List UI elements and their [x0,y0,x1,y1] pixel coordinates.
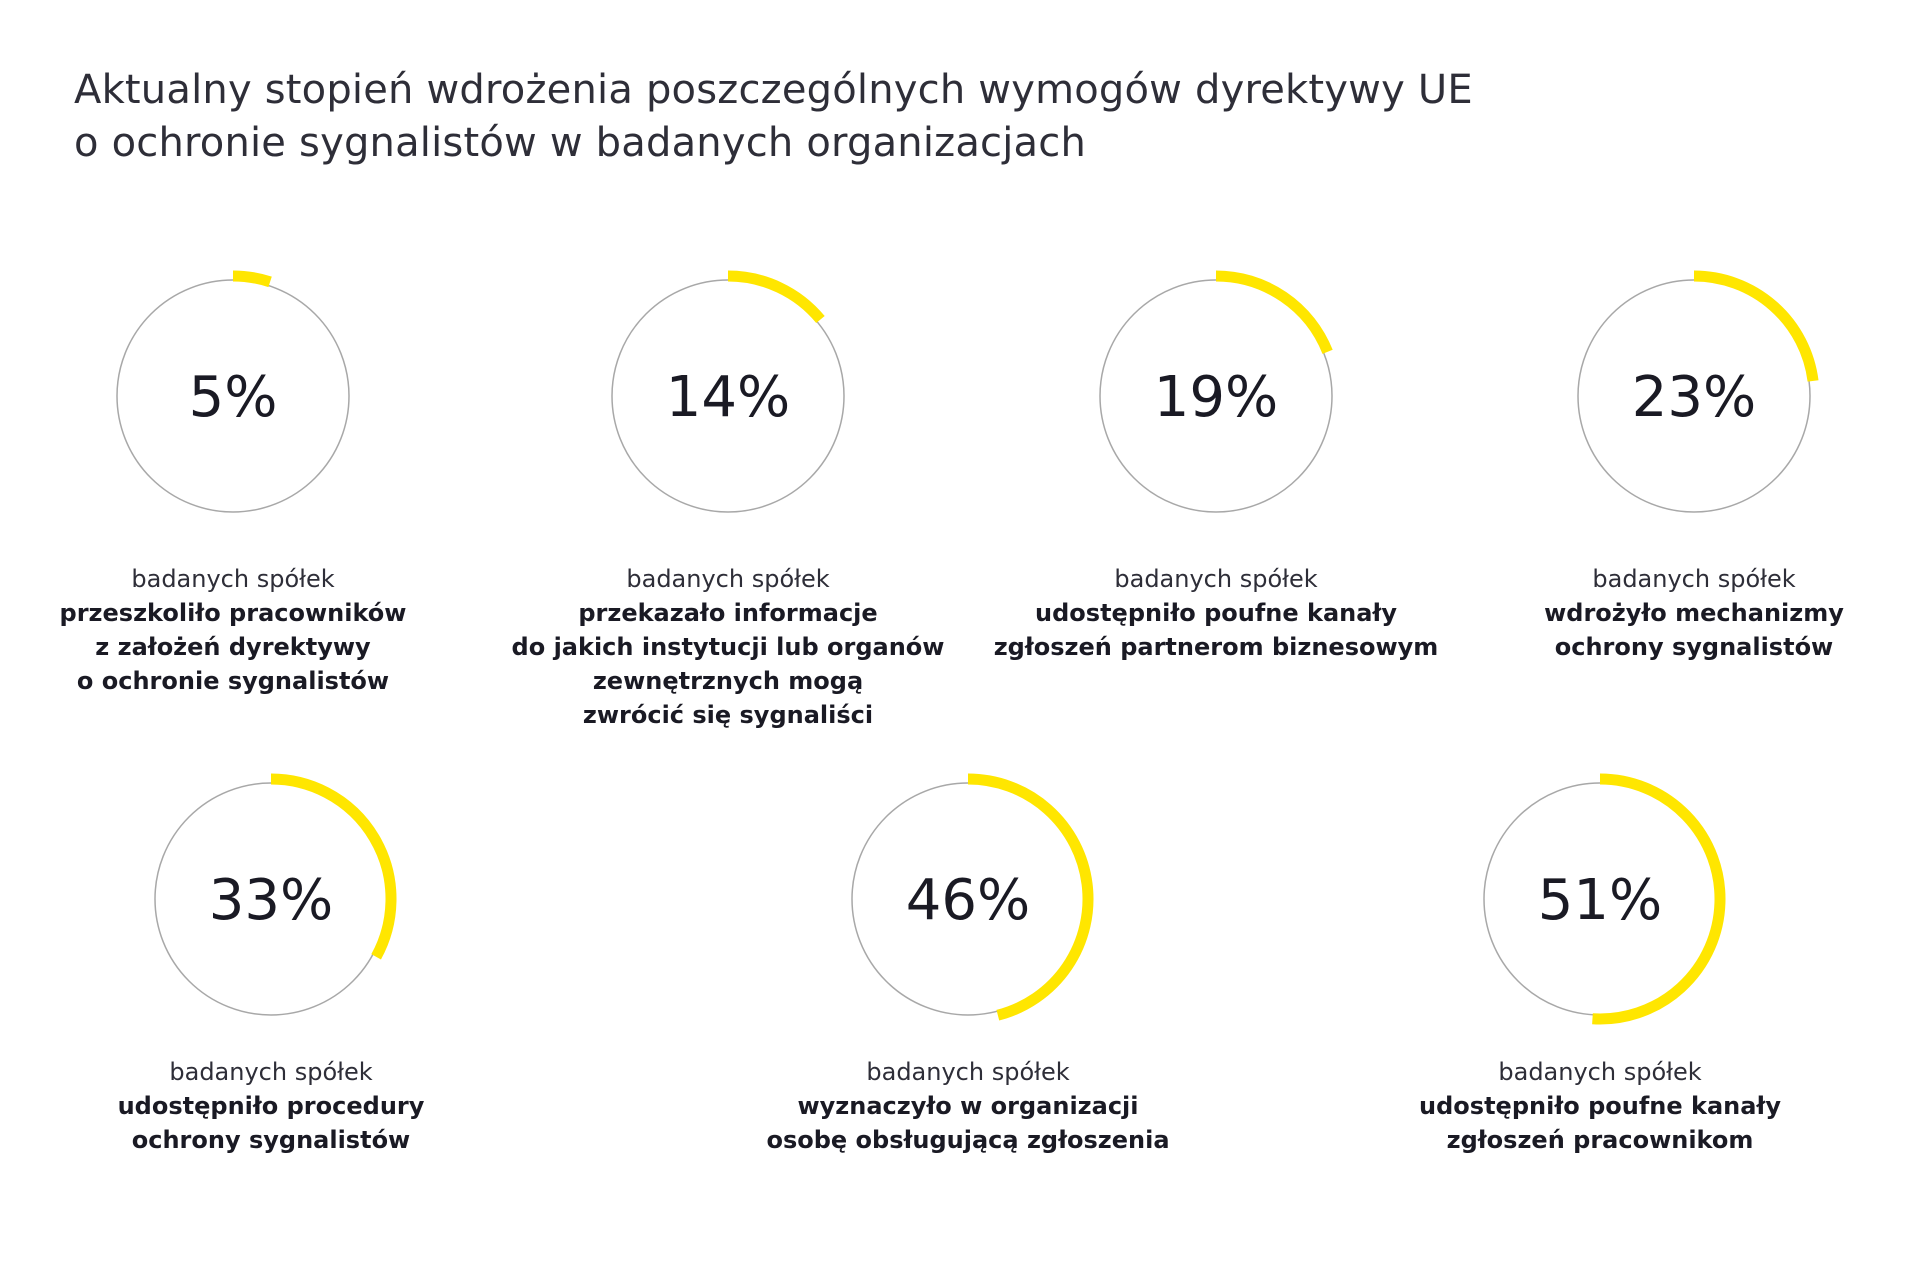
donut-progress-arc [270,773,397,960]
caption-7: badanych spółek udostępniło poufne kanały… [1340,1055,1860,1157]
percent-label: 23% [1632,365,1756,430]
percent-label: 51% [1538,868,1662,933]
title-line-2: o ochronie sygnalistów w badanych organi… [74,120,1087,166]
donut-4: 23% [1577,270,1819,513]
caption-4: badanych spółek wdrożyło mechanizmy ochro… [1434,562,1921,664]
percent-label: 19% [1154,365,1278,430]
caption-lead: badanych spółek [131,565,335,593]
title-line-1: Aktualny stopień wdrożenia poszczególnyc… [74,67,1473,113]
caption-description: wdrożyło mechanizmy ochrony sygnalistów [1544,599,1844,661]
donut-3: 19% [1099,270,1333,513]
donut-progress-arc [967,773,1094,1021]
donut-1: 5% [116,270,350,513]
caption-6: badanych spółek wyznaczyło w organizacji … [708,1055,1228,1157]
caption-description: wyznaczyło w organizacji osobę obsługują… [766,1092,1170,1154]
donut-progress-arc [1215,270,1333,354]
caption-lead: badanych spółek [866,1058,1070,1086]
caption-1: badanych spółek przeszkoliło pracowników … [0,562,493,698]
chart-title: Aktualny stopień wdrożenia poszczególnyc… [74,64,1774,170]
donut-5: 33% [154,773,397,1016]
percent-label: 5% [189,365,278,430]
percent-label: 14% [666,365,790,430]
caption-description: przeszkoliło pracowników z założeń dyrek… [59,599,407,695]
donut-progress-arc [1592,773,1726,1025]
donut-7: 51% [1483,773,1726,1025]
caption-5: badanych spółek udostępniło procedury och… [11,1055,531,1157]
caption-2: badanych spółek przekazało informacje do … [468,562,988,732]
caption-description: udostępniło procedury ochrony sygnalistó… [117,1092,425,1154]
caption-lead: badanych spółek [1498,1058,1702,1086]
donut-2: 14% [611,270,845,513]
caption-lead: badanych spółek [626,565,830,593]
caption-lead: badanych spółek [1592,565,1796,593]
caption-description: udostępniło poufne kanały zgłoszeń praco… [1419,1092,1781,1154]
percent-label: 46% [906,868,1030,933]
percent-label: 33% [209,868,333,933]
caption-3: badanych spółek udostępniło poufne kanały… [956,562,1476,664]
donut-progress-arc [1693,270,1819,382]
caption-description: przekazało informacje do jakich instytuc… [511,599,945,729]
donut-progress-arc [727,270,825,324]
donut-progress-arc [232,270,272,288]
caption-lead: badanych spółek [169,1058,373,1086]
donut-6: 46% [851,773,1094,1021]
caption-description: udostępniło poufne kanały zgłoszeń partn… [993,599,1439,661]
caption-lead: badanych spółek [1114,565,1318,593]
